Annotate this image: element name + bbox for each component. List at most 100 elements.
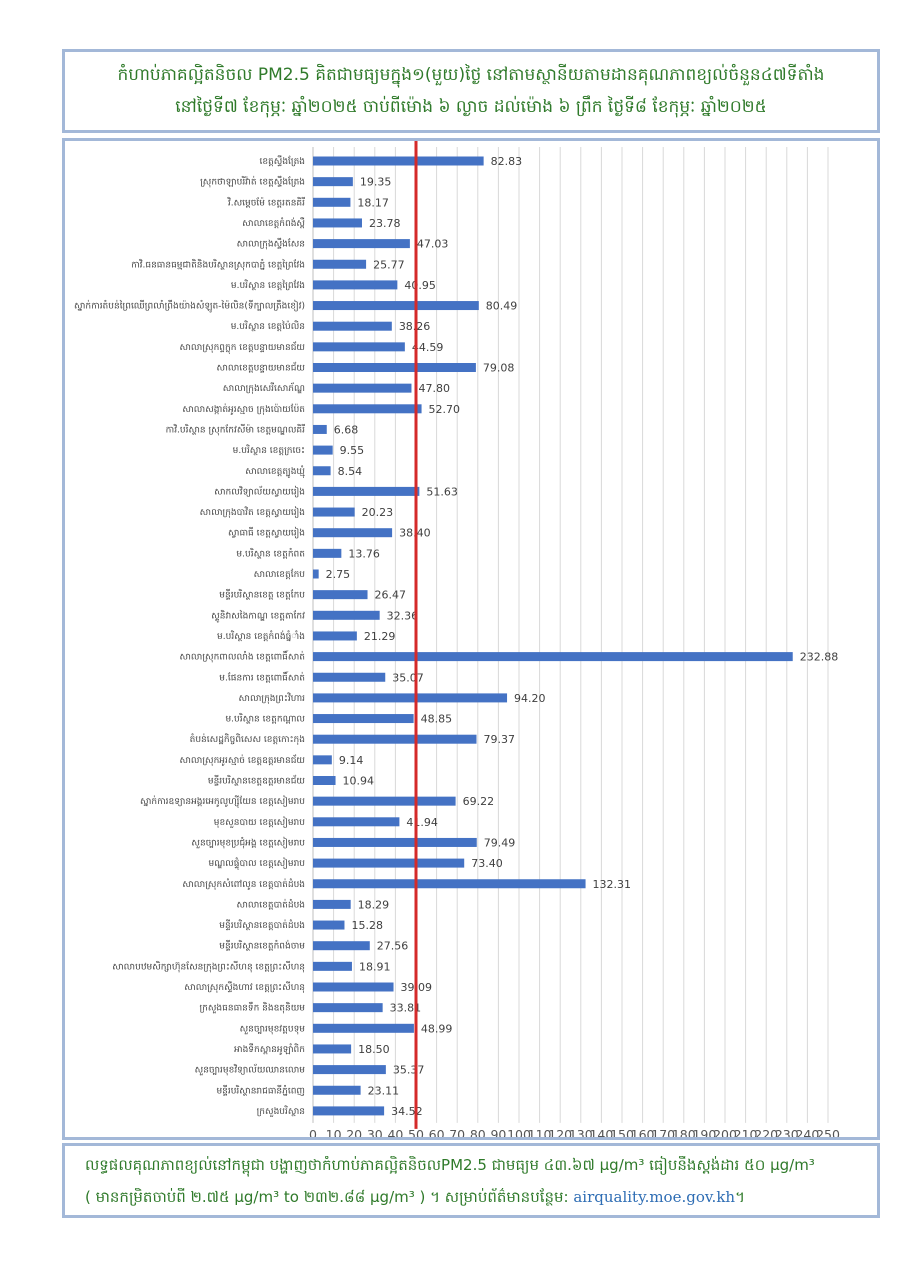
category-label: ក្រសួងបរិស្ថាន (257, 1105, 305, 1117)
data-label: 32.36 (387, 609, 419, 622)
category-label: ម.បរិស្ថាន ខេត្តកំពង់ធំ្នាំង (217, 630, 305, 642)
data-label: 94.20 (514, 692, 546, 705)
x-tick-label: 230 (775, 1127, 799, 1137)
category-label: ម.បរិស្ថាន ខេត្តកណ្តាល (225, 713, 305, 725)
category-label: សាលាខេត្តត្បូងឃ្មុំ (245, 465, 305, 478)
bar (313, 177, 353, 187)
footer-summary-line-2: ( មានកម្រិតចាប់ពី ២.៧៥ μg/m³ to ២៣២.៨៨ μ… (85, 1188, 871, 1210)
x-tick-label: 240 (795, 1127, 819, 1137)
category-label: សាលាខេត្តកែប (254, 568, 306, 580)
x-tick-label: 70 (449, 1127, 465, 1137)
x-tick-label: 100 (507, 1127, 531, 1137)
airquality-link[interactable]: airquality.moe.gov.kh (573, 1188, 736, 1206)
category-label: ម.ផែនការ ខេត្តពោធិ៍សាត់ (219, 670, 305, 683)
x-tick-label: 110 (528, 1127, 552, 1137)
category-label: សាលាបឋមសិក្សាហ៊ុនសែនក្រុងព្រះសីហនុ ខេត្ត… (112, 960, 305, 972)
category-label: សួនច្បារមុខវត្តបទុម (240, 1024, 306, 1034)
category-label: ម.បរិស្ថាន ខេត្តក្រចេះ (233, 444, 305, 456)
category-label: សាលាសង្កាត់អូរស្មាច ក្រុងប៉ោយប៉ែត (182, 403, 305, 415)
data-label: 51.63 (426, 485, 458, 498)
bar (313, 920, 345, 930)
bar-chart: ខេត្តស្ទឹងត្រែង 82.83 ស្រុកថាឡាបរិវ៉ាត់ ខេ… (74, 141, 840, 1137)
bar (313, 301, 479, 311)
x-tick-label: 60 (429, 1127, 445, 1137)
bar (313, 837, 477, 847)
x-tick-label: 170 (651, 1127, 675, 1137)
data-label: 82.83 (491, 155, 522, 168)
x-tick-label: 220 (754, 1127, 778, 1137)
data-label: 21.29 (364, 630, 396, 643)
data-label: 79.08 (483, 362, 515, 375)
data-label: 48.99 (421, 1022, 453, 1035)
category-label: សាលាស្រុកស្ទឹងហាវ ខេត្តព្រះសីហនុ (184, 981, 305, 993)
data-label: 26.47 (375, 589, 407, 602)
bar (313, 734, 477, 744)
data-label: 132.31 (593, 878, 632, 891)
chart-title-line-1: កំហាប់ភាគល្អិតនិចល PM2.5 គិតជាមធ្យមក្នុង… (117, 65, 825, 85)
category-label: សាលាក្រុងស្ទឹងសែន (237, 238, 305, 250)
bar (313, 631, 357, 641)
x-tick-label: 20 (346, 1127, 362, 1137)
category-label: សាលាខេត្តកំពង់ស្ពឺ (242, 217, 305, 229)
x-tick-label: 40 (387, 1127, 403, 1137)
category-label: មន្ទីរបរិស្ថានខេត្តកំពង់ចាម (219, 940, 305, 952)
data-label: 6.68 (334, 423, 359, 436)
category-label: ខេត្តស្ទឹងត្រែង (259, 155, 305, 167)
data-label: 48.85 (421, 713, 453, 726)
category-label: សួនច្បារមុខវិទ្យាល័យឈានលោម (195, 1064, 306, 1076)
data-label: 33.81 (390, 1002, 422, 1015)
bar (313, 363, 476, 372)
data-label: 41.94 (406, 816, 438, 829)
x-tick-label: 90 (490, 1127, 506, 1137)
bar (313, 590, 368, 600)
x-tick-label: 50 (408, 1127, 424, 1137)
category-label: ស្វាធាធី ខេត្តស្វាយរៀង (228, 527, 305, 539)
data-label: 35.37 (393, 1064, 425, 1077)
bar (313, 652, 793, 662)
x-tick-label: 0 (309, 1127, 317, 1137)
bar (313, 507, 355, 517)
bar (313, 218, 362, 228)
category-label: វិ.សម្តេចម៉ែ ខេត្តរតនគិរី (227, 196, 305, 208)
category-label: ស្នាក់ការឧទ្យានអង្គរអេកូលូហ្ស៊ីយែន ខេត្ត… (140, 795, 305, 808)
data-label: 19.35 (360, 176, 392, 189)
category-label: តំបន់សេដ្ឋកិច្ចពិសេស ខេត្តកោះកុង (190, 733, 305, 745)
category-label: សួនច្បារមុខប្រជុំអង្គ ខេត្តសៀមរាប (191, 836, 305, 848)
footer-summary-line-1: លទ្ធផលគុណភាពខ្យល់នៅកម្ពុជា បង្ហាញថាកំហាប… (85, 1156, 815, 1174)
bar (313, 899, 351, 909)
bar (313, 961, 352, 971)
category-label: ស្នាក់ការតំបន់ព្រៃឈើព្រលាំព្រឹងយ៉ាងសំឡូត… (74, 300, 305, 313)
bar (313, 1106, 385, 1116)
category-label: សាលាស្រុកព្ទក្លុក ខេត្តបន្ទាយមានជ័យ (179, 341, 305, 354)
data-label: 80.49 (486, 300, 518, 313)
data-label: 35.07 (392, 671, 424, 684)
category-label: កាវិ.ធនធានធម្មជាតិនិងបរិស្ថានស្រុកបាភ្នំ… (131, 258, 305, 270)
category-label: សាលាស្រុកអូរស្មាច់ ខេត្តឧត្តរមានជ័យ (179, 754, 305, 766)
footer-box: លទ្ធផលគុណភាពខ្យល់នៅកម្ពុជា បង្ហាញថាកំហាប… (62, 1143, 880, 1218)
data-label: 44.59 (412, 341, 444, 354)
bar (313, 879, 586, 889)
bar (313, 776, 336, 785)
bar (313, 1065, 386, 1075)
bar (313, 280, 398, 290)
category-label: សាលាខេត្តបន្ទាយមានជ័យ (216, 362, 305, 374)
data-label: 25.77 (373, 258, 405, 271)
data-label: 40.95 (404, 279, 436, 292)
category-label: អាងទឹកស្ពានអូឡាំពិក (234, 1043, 305, 1055)
data-label: 47.03 (417, 238, 449, 251)
category-label: ម.បរិស្ថាន ខេត្តព្រៃវែង (231, 279, 305, 291)
category-label: មណ្ឌលផ្ទុំបាល ខេត្តសៀមរាប (208, 857, 305, 870)
bar (313, 755, 332, 765)
bar (313, 714, 414, 724)
x-tick-label: 250 (816, 1127, 840, 1137)
category-label: ស្រុកថាឡាបរិវ៉ាត់ ខេត្តស្ទឹងត្រែង (200, 176, 305, 188)
data-label: 13.76 (348, 547, 380, 560)
category-label: ក្រសួងធនធានទឹក និងឧតុនិយម (199, 1002, 305, 1014)
bar (313, 569, 319, 579)
bar (313, 941, 370, 951)
category-label: មន្ទីរបរិស្ថានខេត្តបាត់ដំបង (219, 919, 305, 931)
category-label: មន្ទីរបរិស្ថានខេត្តឧត្តរមានជ័យ (208, 775, 306, 787)
x-tick-label: 120 (548, 1127, 572, 1137)
category-label: មន្ទីរបរិស្ថានរាជធានីភ្នំពេញ (216, 1084, 305, 1096)
data-label: 15.28 (351, 919, 383, 932)
